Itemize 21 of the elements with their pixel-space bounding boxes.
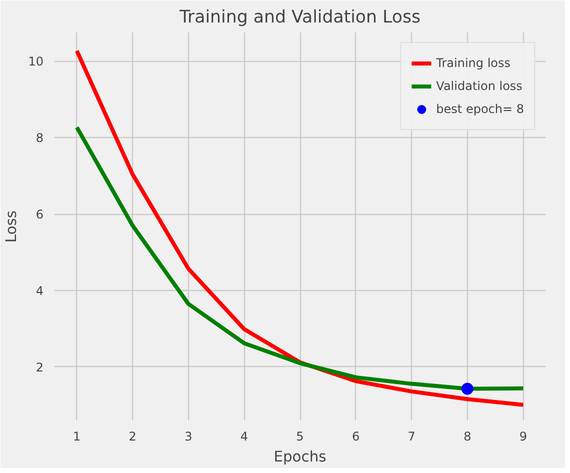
x-tick-label: 2 [128, 430, 136, 444]
legend-label: Training loss [436, 56, 511, 70]
y-tick-label: 10 [28, 54, 44, 69]
y-axis-title: Loss [3, 210, 20, 243]
x-tick-label: 4 [240, 430, 248, 444]
y-tick-label: 6 [36, 208, 44, 222]
x-tick-label: 3 [184, 430, 192, 444]
x-tick-label: 5 [296, 430, 304, 444]
x-tick-label: 9 [519, 430, 528, 444]
x-axis-title: Epochs [274, 448, 326, 466]
x-tick-label: 7 [408, 430, 416, 444]
y-tick-label: 2 [36, 360, 44, 374]
x-tick-label: 8 [464, 430, 472, 444]
line-series [74, 48, 526, 407]
legend-label: Validation loss [436, 79, 522, 93]
chart-title: Training and Validation Loss [178, 8, 421, 28]
y-tick-label: 8 [36, 131, 44, 146]
x-tick-label: 6 [352, 430, 360, 444]
y-tick-label: 4 [36, 284, 44, 298]
x-tick-label: 1 [73, 430, 81, 444]
legend-label: best epoch= 8 [436, 102, 524, 116]
